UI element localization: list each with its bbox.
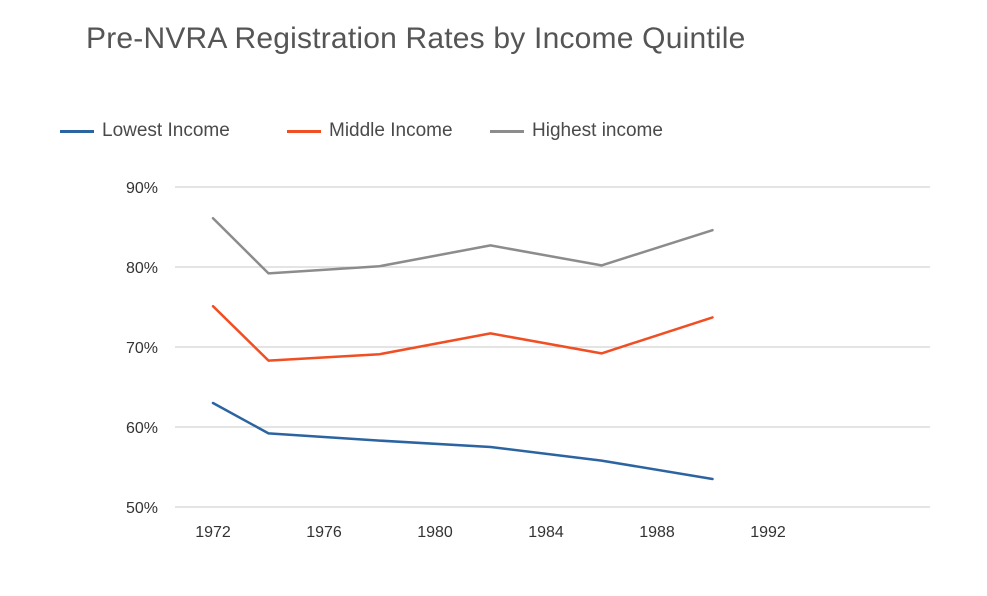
y-tick-label: 70% [126, 340, 158, 357]
legend: Lowest Income Middle Income Highest inco… [60, 120, 960, 148]
legend-swatch-highest-income [490, 129, 524, 133]
x-tick-label: 1980 [417, 524, 453, 541]
series-line-highest-income [211, 216, 714, 275]
series-line-middle-income [211, 304, 714, 362]
x-tick-label: 1976 [306, 524, 342, 541]
series-line-lowest-income [211, 401, 714, 481]
x-tick-label: 1988 [639, 524, 675, 541]
legend-swatch-middle-income [287, 129, 321, 133]
chart-title: Pre-NVRA Registration Rates by Income Qu… [86, 22, 746, 55]
x-tick-label: 1984 [528, 524, 564, 541]
y-tick-label: 50% [126, 500, 158, 517]
legend-item-highest-income: Highest income [490, 120, 663, 142]
y-tick-label: 90% [126, 180, 158, 197]
x-tick-label: 1992 [750, 524, 786, 541]
legend-item-lowest-income: Lowest Income [60, 120, 230, 142]
y-tick-label: 80% [126, 260, 158, 277]
x-tick-label: 1972 [195, 524, 231, 541]
legend-item-middle-income: Middle Income [287, 120, 453, 142]
legend-label-lowest-income: Lowest Income [102, 120, 230, 141]
legend-swatch-lowest-income [60, 129, 94, 133]
legend-label-middle-income: Middle Income [329, 120, 453, 141]
y-tick-label: 60% [126, 420, 158, 437]
legend-label-highest-income: Highest income [532, 120, 663, 141]
